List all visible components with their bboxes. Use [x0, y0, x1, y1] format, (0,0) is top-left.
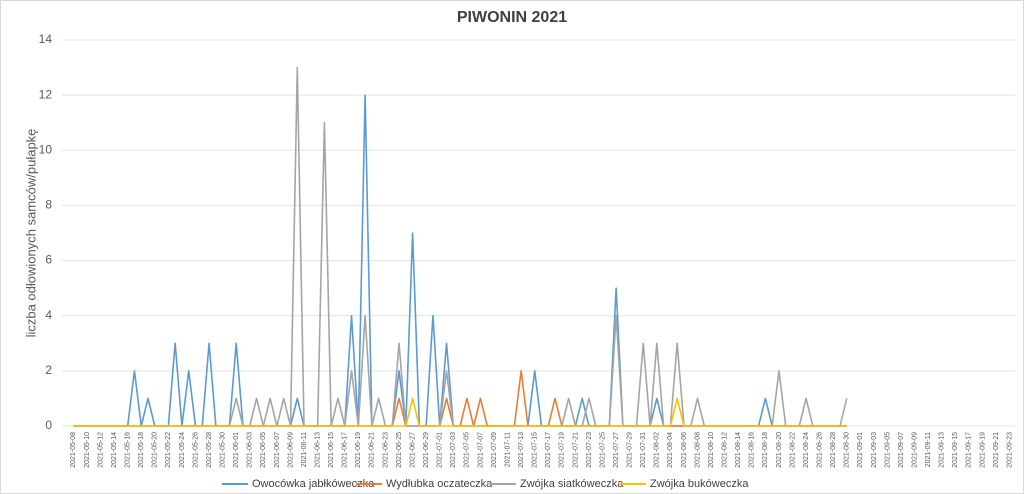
x-tick-label: 2021-08-02: [654, 432, 661, 468]
x-tick-label: 2021-07-05: [464, 432, 471, 468]
x-tick-label: 2021-07-29: [627, 432, 634, 468]
x-tick-label: 2021-09-23: [1006, 432, 1013, 468]
x-tick-label: 2021-06-25: [396, 432, 403, 468]
x-tick-label: 2021-06-07: [274, 432, 281, 468]
x-tick-label: 2021-09-19: [979, 432, 986, 468]
x-tick-label: 2021-09-13: [939, 432, 946, 468]
x-tick-label: 2021-05-14: [111, 432, 118, 468]
x-tick-label: 2021-07-25: [599, 432, 606, 468]
x-tick-label: 2021-05-08: [70, 432, 77, 468]
x-tick-label: 2021-05-10: [84, 432, 91, 468]
x-tick-label: 2021-08-14: [735, 432, 742, 468]
x-tick-label: 2021-09-11: [925, 432, 932, 467]
y-axis-title: liczba odłowionych samców/pułapkę: [23, 129, 38, 338]
x-tick-label: 2021-08-16: [749, 432, 756, 468]
y-tick-label: 12: [39, 87, 53, 101]
x-tick-label: 2021-07-21: [572, 432, 579, 468]
x-tick-label: 2021-08-22: [789, 432, 796, 468]
x-tick-label: 2021-08-28: [830, 432, 837, 468]
x-tick-label: 2021-06-17: [342, 432, 349, 468]
x-tick-label: 2021-05-20: [152, 432, 159, 468]
x-tick-label: 2021-07-23: [586, 432, 593, 468]
x-tick-label: 2021-05-24: [179, 432, 186, 468]
legend-label: Zwójka bukóweczka: [650, 478, 749, 490]
x-tick-label: 2021-07-19: [559, 432, 566, 468]
x-tick-label: 2021-07-07: [477, 432, 484, 468]
x-tick-label: 2021-08-10: [708, 432, 715, 468]
legend-label: Zwójka siatkóweczka: [520, 478, 624, 490]
x-tick-label: 2021-07-13: [518, 432, 525, 468]
x-tick-label: 2021-08-08: [694, 432, 701, 468]
y-tick-label: 4: [45, 308, 52, 322]
x-tick-label: 2021-09-21: [993, 432, 1000, 468]
x-tick-label: 2021-06-11: [301, 432, 308, 467]
x-tick-label: 2021-09-01: [857, 432, 864, 468]
x-tick-label: 2021-08-20: [776, 432, 783, 468]
y-tick-label: 14: [39, 32, 53, 46]
x-tick-label: 2021-06-29: [423, 432, 430, 468]
x-tick-label: 2021-08-30: [844, 432, 851, 468]
x-tick-label: 2021-08-06: [681, 432, 688, 468]
x-tick-label: 2021-09-05: [884, 432, 891, 468]
x-tick-label: 2021-06-19: [355, 432, 362, 468]
chart-title: PIWONIN 2021: [457, 9, 567, 26]
x-tick-label: 2021-05-30: [219, 432, 226, 468]
x-tick-label: 2021-05-18: [138, 432, 145, 468]
x-tick-label: 2021-06-23: [382, 432, 389, 468]
y-tick-label: 0: [45, 418, 52, 432]
legend-label: Wydłubka oczateczka: [386, 478, 493, 490]
x-tick-label: 2021-09-07: [898, 432, 905, 468]
x-tick-label: 2021-09-03: [871, 432, 878, 468]
x-tick-label: 2021-06-27: [409, 432, 416, 468]
x-tick-label: 2021-07-11: [504, 432, 511, 467]
y-tick-label: 8: [45, 198, 52, 212]
x-tick-label: 2021-06-09: [287, 432, 294, 468]
x-tick-label: 2021-09-09: [911, 432, 918, 468]
x-tick-label: 2021-07-09: [491, 432, 498, 468]
y-tick-label: 6: [45, 253, 52, 267]
x-tick-label: 2021-07-31: [640, 432, 647, 468]
x-tick-label: 2021-07-03: [450, 432, 457, 468]
x-tick-label: 2021-07-27: [613, 432, 620, 468]
series-line: [73, 397, 847, 427]
x-tick-label: 2021-05-28: [206, 432, 213, 468]
x-tick-label: 2021-09-17: [966, 432, 973, 468]
x-tick-label: 2021-09-15: [952, 432, 959, 468]
x-tick-label: 2021-05-12: [97, 432, 104, 468]
x-tick-label: 2021-06-15: [328, 432, 335, 468]
x-tick-label: 2021-08-24: [803, 432, 810, 468]
legend-label: Owocówka jabłkóweczka: [252, 478, 375, 490]
x-tick-label: 2021-06-21: [369, 432, 376, 468]
x-tick-label: 2021-08-04: [667, 432, 674, 468]
x-tick-label: 2021-05-26: [192, 432, 199, 468]
x-tick-label: 2021-08-12: [722, 432, 729, 468]
y-tick-label: 2: [45, 363, 52, 377]
x-tick-label: 2021-07-17: [545, 432, 552, 468]
x-tick-label: 2021-06-03: [247, 432, 254, 468]
x-tick-label: 2021-06-01: [233, 432, 240, 468]
x-tick-label: 2021-08-18: [762, 432, 769, 468]
x-tick-label: 2021-05-22: [165, 432, 172, 468]
x-tick-label: 2021-07-15: [532, 432, 539, 468]
x-tick-label: 2021-06-13: [314, 432, 321, 468]
x-tick-label: 2021-06-05: [260, 432, 267, 468]
y-tick-label: 10: [39, 142, 53, 156]
x-tick-label: 2021-05-16: [125, 432, 132, 468]
x-tick-label: 2021-07-01: [437, 432, 444, 468]
x-tick-label: 2021-08-26: [816, 432, 823, 468]
